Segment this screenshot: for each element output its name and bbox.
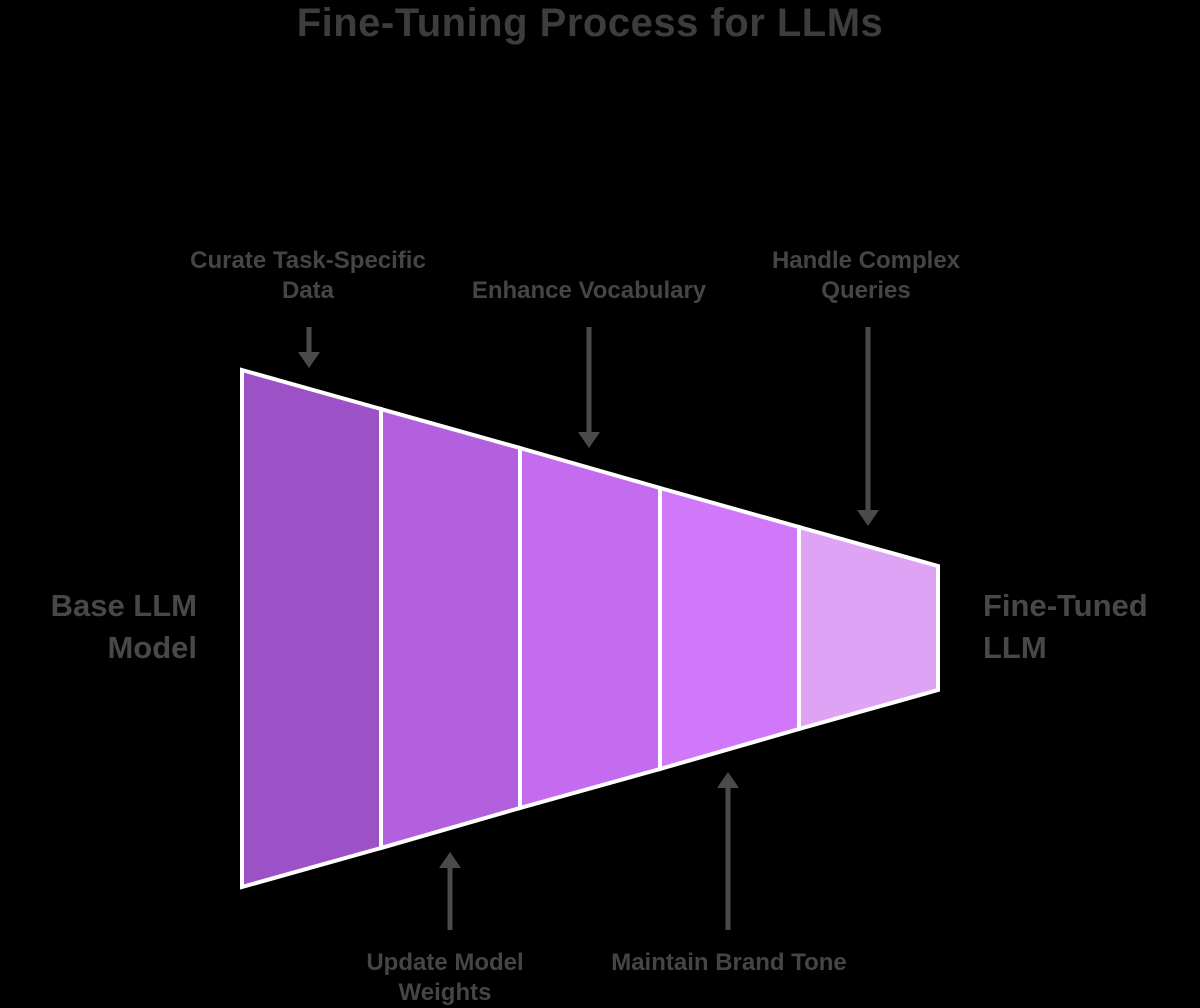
annotation-enhance-vocabulary: Enhance Vocabulary bbox=[471, 277, 707, 304]
arrow-up-icon bbox=[717, 772, 739, 930]
base-llm-label: Base LLM Model bbox=[50, 588, 197, 665]
page-title: Fine-Tuning Process for LLMs bbox=[296, 1, 884, 45]
annotation-handle-complex-queries: Handle Complex Queries bbox=[771, 247, 961, 304]
arrow-down-icon bbox=[298, 327, 320, 368]
annotation-curate-task-specific-data: Curate Task-Specific Data bbox=[190, 247, 426, 304]
annotation-maintain-brand-tone: Maintain Brand Tone bbox=[611, 949, 847, 976]
funnel-stage-5 bbox=[797, 524, 940, 732]
funnel-stage-1 bbox=[240, 367, 383, 890]
funnel-stage-3 bbox=[518, 445, 662, 811]
arrow-up-icon bbox=[439, 852, 461, 930]
funnel-stage-2 bbox=[379, 406, 522, 851]
fine-tuned-llm-label: Fine-Tuned LLM bbox=[983, 588, 1148, 665]
annotation-update-model-weights: Update Model Weights bbox=[366, 949, 524, 1006]
arrow-down-icon bbox=[578, 327, 600, 448]
arrow-down-icon bbox=[857, 327, 879, 526]
funnel-stage-4 bbox=[658, 485, 801, 772]
